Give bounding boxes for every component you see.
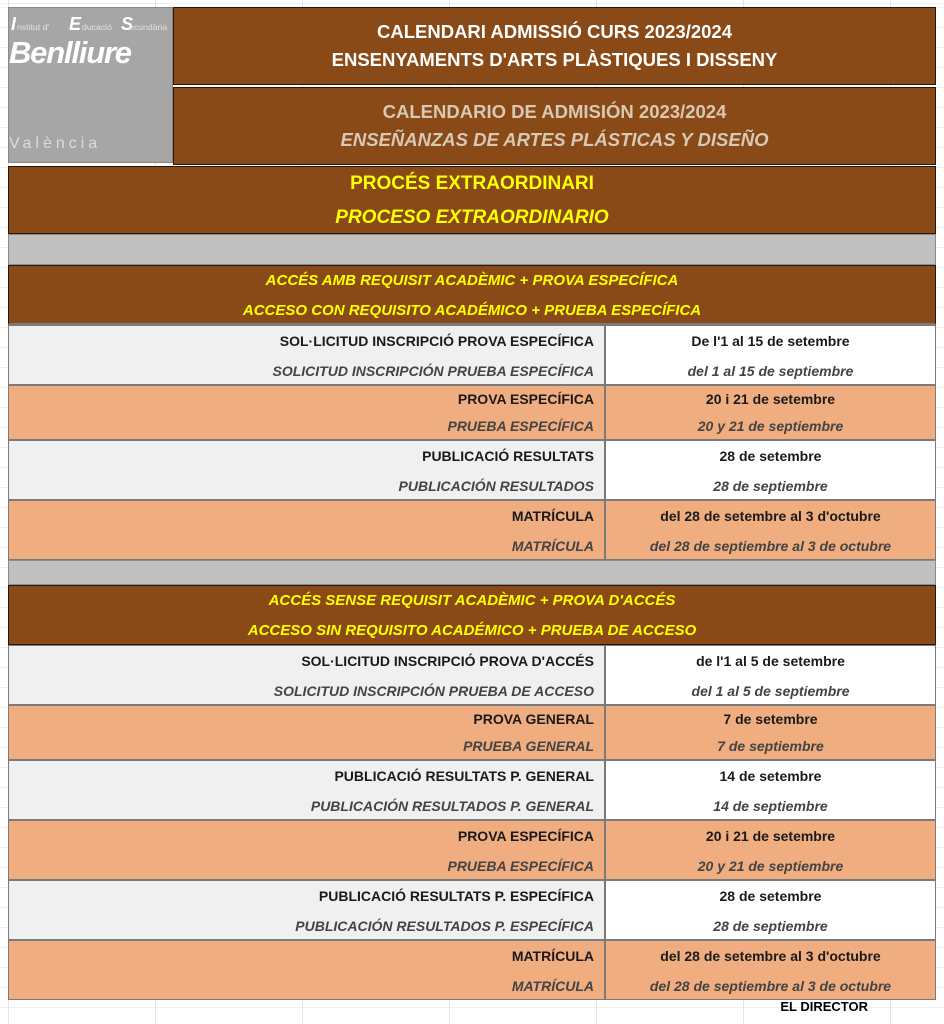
svg-text:nstitut d': nstitut d' — [17, 22, 49, 32]
svg-text:E: E — [69, 14, 82, 34]
svg-text:València: València — [9, 135, 101, 152]
svg-text:Benlliure: Benlliure — [9, 35, 132, 70]
svg-text:ecundària: ecundària — [129, 22, 167, 32]
svg-text:ducació: ducació — [82, 22, 112, 32]
